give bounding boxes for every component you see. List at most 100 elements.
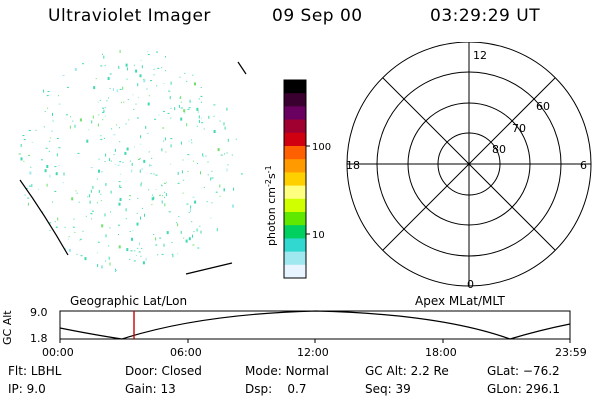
noise-speckle — [201, 122, 204, 124]
noise-speckle — [40, 159, 43, 161]
noise-speckle — [49, 137, 51, 139]
noise-speckle — [188, 107, 191, 109]
noise-speckle — [126, 67, 128, 71]
apex-label: Apex MLat/MLT — [415, 294, 505, 308]
noise-speckle — [136, 212, 138, 214]
noise-speckle — [164, 191, 166, 193]
color-bar-cells — [284, 80, 306, 279]
color-bar-cell — [284, 172, 306, 187]
noise-speckle — [159, 237, 162, 239]
noise-speckle — [52, 201, 53, 203]
instrument-title: Ultraviolet Imager — [48, 6, 211, 26]
noise-speckle — [23, 139, 26, 140]
noise-speckle — [76, 192, 78, 194]
noise-speckle — [25, 187, 28, 189]
noise-speckle — [203, 156, 205, 158]
noise-speckle — [155, 188, 157, 190]
noise-speckle — [226, 168, 228, 172]
color-bar-cell — [284, 80, 306, 94]
noise-speckle — [89, 200, 91, 204]
noise-speckle — [108, 245, 110, 247]
noise-speckle — [161, 200, 163, 204]
noise-speckle — [102, 107, 104, 109]
noise-speckle — [118, 127, 120, 129]
noise-speckle — [143, 159, 146, 163]
noise-speckle — [105, 183, 107, 186]
noise-speckle — [199, 225, 201, 227]
noise-speckle — [95, 78, 97, 80]
color-bar-cell — [284, 119, 306, 134]
noise-speckle — [141, 207, 143, 209]
noise-speckle — [211, 202, 213, 204]
noise-speckle — [166, 231, 169, 235]
noise-speckle — [182, 159, 184, 161]
noise-speckle — [133, 146, 135, 148]
noise-speckle — [47, 107, 49, 109]
noise-speckle — [203, 186, 205, 188]
noise-speckle — [118, 65, 120, 69]
noise-speckle — [82, 63, 85, 65]
noise-speckle — [165, 56, 166, 57]
lat-label-70: 70 — [512, 122, 526, 135]
noise-speckle — [180, 141, 182, 145]
noise-speckle — [163, 140, 165, 142]
noise-speckle — [66, 86, 69, 88]
coastline-bottom — [185, 262, 233, 275]
noise-speckle — [164, 182, 166, 184]
noise-speckle — [226, 152, 228, 154]
color-bar-cell — [284, 146, 306, 160]
noise-speckle — [235, 138, 237, 140]
noise-speckle — [46, 165, 49, 168]
noise-speckle — [240, 173, 243, 175]
noise-speckle — [58, 103, 61, 105]
noise-speckle — [167, 112, 170, 114]
noise-speckle — [162, 195, 164, 197]
noise-speckle — [104, 64, 106, 66]
noise-speckle — [119, 141, 121, 143]
noise-speckle — [89, 194, 91, 198]
noise-speckle — [177, 223, 179, 227]
noise-speckle — [155, 174, 158, 176]
noise-speckle — [233, 187, 235, 191]
noise-speckle — [150, 173, 152, 175]
noise-speckle — [170, 107, 172, 109]
noise-speckle — [131, 162, 133, 166]
noise-speckle — [103, 109, 105, 113]
noise-speckle — [117, 164, 120, 166]
noise-speckle — [157, 67, 160, 69]
noise-speckle — [109, 262, 111, 266]
noise-speckle — [170, 81, 172, 85]
altitude-xtick-2: 12:00 — [297, 346, 329, 359]
noise-speckle — [46, 95, 49, 97]
noise-speckle — [119, 88, 122, 90]
color-bar-tick-100: 100 — [312, 142, 331, 153]
color-bar-cell — [284, 251, 306, 266]
noise-speckle — [178, 216, 180, 218]
altitude-ytick-top: 9.0 — [30, 306, 48, 319]
noise-speckle — [29, 185, 31, 187]
noise-speckle — [102, 119, 104, 121]
noise-speckle — [213, 130, 216, 133]
noise-speckle — [98, 189, 100, 193]
noise-speckle — [191, 221, 193, 223]
noise-speckle — [68, 248, 71, 252]
noise-speckle — [69, 125, 71, 129]
noise-speckle — [210, 177, 212, 181]
color-bar-cell — [284, 198, 306, 213]
noise-speckle — [150, 80, 152, 82]
speckle-layer — [18, 50, 243, 272]
noise-speckle — [203, 128, 205, 130]
noise-speckle — [129, 195, 132, 197]
noise-speckle — [162, 127, 165, 129]
noise-speckle — [139, 242, 140, 246]
noise-speckle — [161, 185, 163, 187]
noise-speckle — [232, 204, 234, 208]
noise-speckle — [84, 257, 87, 261]
noise-speckle — [197, 111, 199, 113]
noise-speckle — [125, 208, 127, 212]
noise-speckle — [180, 230, 182, 234]
noise-speckle — [49, 222, 52, 224]
noise-speckle — [166, 181, 167, 183]
noise-speckle — [156, 85, 158, 87]
noise-speckle — [141, 65, 143, 69]
